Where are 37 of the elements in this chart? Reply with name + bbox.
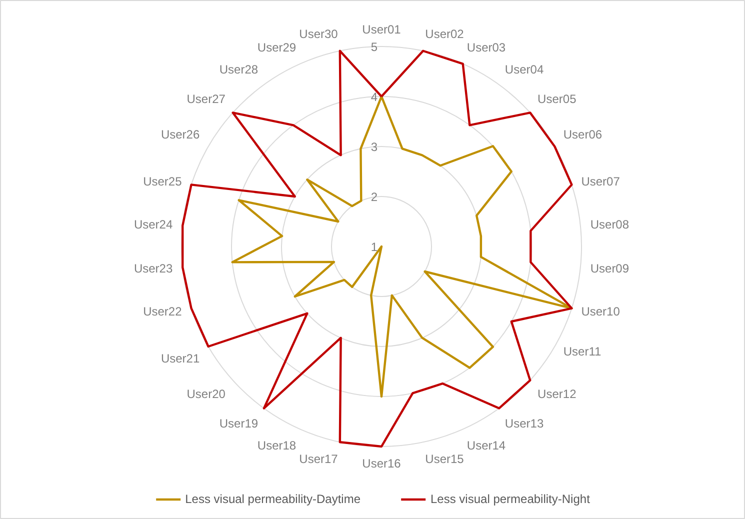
- spoke-label: User25: [143, 174, 182, 189]
- spoke-label: User16: [362, 456, 402, 470]
- spoke-label: User28: [219, 62, 258, 77]
- spoke-label: User12: [538, 387, 577, 402]
- spoke-label: User30: [299, 27, 338, 42]
- spoke-label: User05: [538, 92, 577, 106]
- spoke-label: User07: [581, 174, 620, 189]
- spoke-label: User13: [504, 416, 544, 430]
- spoke-label: User01: [362, 22, 402, 36]
- spoke-label: User11: [563, 344, 602, 358]
- legend-label: Less visual permeability-Night: [430, 492, 590, 506]
- y-tick-label: 2: [370, 190, 378, 204]
- spoke-label: User03: [466, 40, 506, 55]
- spoke-label: User29: [257, 40, 296, 55]
- legend-label: Less visual permeability-Daytime: [185, 492, 360, 506]
- spoke-label: User27: [186, 92, 226, 106]
- spoke-label: User10: [581, 304, 620, 318]
- spoke-label: User18: [257, 438, 296, 452]
- y-tick-label: 3: [370, 140, 378, 154]
- spoke-label: User21: [160, 352, 200, 366]
- spoke-label: User26: [160, 128, 200, 142]
- spoke-label: User24: [134, 218, 173, 232]
- y-tick-label: 4: [370, 90, 378, 104]
- spoke-label: User15: [425, 452, 464, 466]
- spoke-label: User19: [219, 416, 258, 430]
- spoke-label: User02: [425, 27, 464, 42]
- spoke-label: User08: [590, 218, 630, 232]
- spoke-label: User14: [466, 438, 506, 452]
- spoke-label: User04: [504, 62, 544, 77]
- spoke-label: User20: [186, 387, 226, 402]
- y-tick-label: 1: [370, 240, 378, 254]
- spoke-label: User23: [134, 261, 173, 276]
- spoke-label: User09: [590, 261, 630, 276]
- spoke-label: User22: [143, 304, 182, 318]
- spoke-label: User17: [299, 452, 338, 466]
- y-tick-label: 5: [370, 40, 378, 54]
- spoke-label: User06: [563, 128, 602, 142]
